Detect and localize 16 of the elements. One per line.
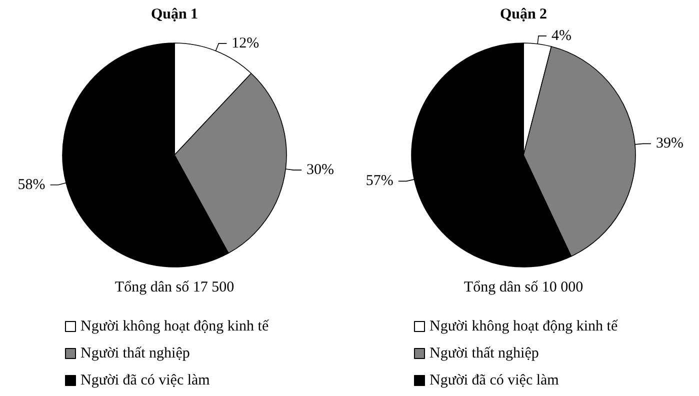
text: Tổng dân số 10 000 (464, 280, 584, 296)
data-label: 58% (18, 176, 46, 193)
chart-title: Quận 2 (500, 6, 548, 22)
legend-label: Người thất nghiệp (80, 346, 190, 362)
data-label: 30% (306, 162, 334, 178)
text: Tổng dân số 17 500 (114, 280, 234, 296)
data-label: 39% (656, 136, 684, 152)
legend-label: Người đã có việc làm (430, 372, 560, 388)
legend-label: Người không hoạt động kinh tế (80, 318, 269, 334)
data-label: 57% (366, 173, 394, 190)
legend-label: Người không hoạt động kinh tế (430, 318, 618, 334)
legend-label: Người thất nghiệp (430, 346, 539, 362)
data-label: 12% (232, 35, 260, 52)
data-label: 4% (552, 28, 572, 44)
legend-label: Người đã có việc làm (80, 372, 210, 388)
chart-title: Quận 1 (150, 6, 198, 22)
